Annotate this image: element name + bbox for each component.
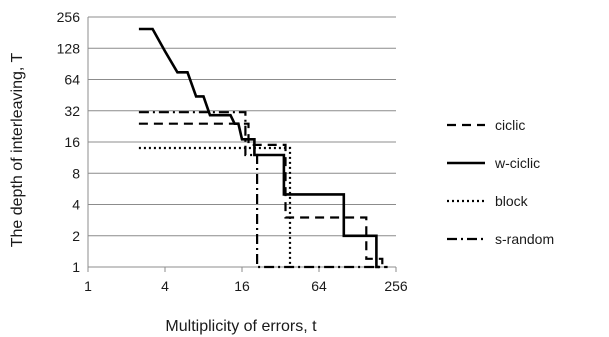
x-tick-label: 256 [384, 278, 408, 294]
legend-label: ciclic [495, 117, 525, 133]
legend: ciclic w-ciclic block s-random [447, 117, 554, 247]
y-tick-label: 256 [57, 9, 81, 25]
legend-label: w-ciclic [494, 155, 540, 171]
x-tick-label: 16 [234, 278, 250, 294]
y-tick-label: 2 [72, 228, 80, 244]
y-tick-label: 128 [57, 40, 81, 56]
y-axis-label: The depth of interleaving, T [9, 53, 26, 248]
y-tick-label: 1 [72, 259, 80, 275]
axes [87, 17, 397, 272]
tick-labels: 256 128 64 32 16 8 4 2 11 4 16 64 256 [57, 9, 408, 294]
series-line-s-random [138, 111, 388, 269]
y-tick-label: 16 [64, 134, 80, 150]
x-tick-label: 1 [84, 278, 92, 294]
x-axis-label: Multiplicity of errors, t [165, 318, 317, 335]
series-line-ciclic [138, 122, 384, 267]
grid [88, 16, 396, 268]
y-tick-label: 4 [72, 197, 80, 213]
y-tick-label: 8 [72, 165, 80, 181]
legend-label: block [495, 193, 529, 209]
x-tick-label: 64 [311, 278, 327, 294]
series-line-block [138, 146, 292, 267]
legend-label: s-random [495, 231, 554, 247]
y-tick-label: 64 [64, 72, 80, 88]
y-tick-label: 32 [64, 103, 80, 119]
x-tick-label: 4 [161, 278, 169, 294]
series-line-w-ciclic [138, 27, 380, 269]
series-group [138, 27, 388, 269]
